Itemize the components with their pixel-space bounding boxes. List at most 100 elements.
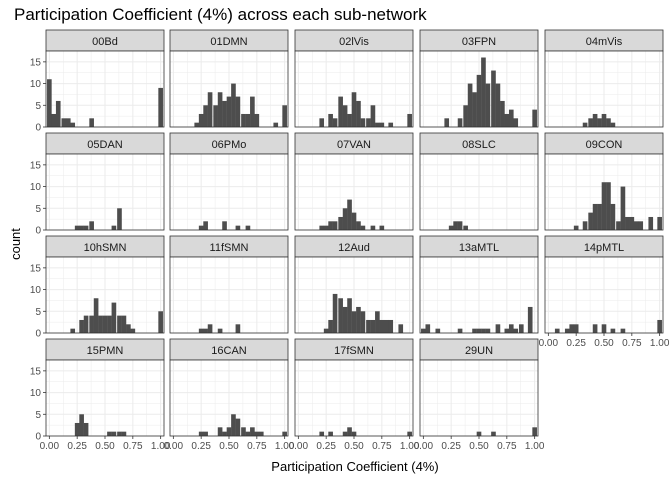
histogram-bar [351,212,357,230]
histogram-bar [338,216,343,230]
histogram-bar [476,328,482,333]
y-tick-label: 5 [35,307,41,318]
histogram-bar [370,319,376,333]
histogram-bar [89,118,94,127]
histogram-bar [444,118,450,127]
panel-border [45,153,165,231]
panel-border [294,50,414,128]
histogram-bar [245,225,251,230]
histogram-bar [226,427,232,436]
histogram-bar [328,431,333,436]
histogram-bar [107,315,112,333]
histogram-bar [338,96,343,127]
histogram-bar [366,118,371,127]
y-tick-label: 5 [35,204,41,215]
histogram-bar [592,324,598,333]
histogram-bar [518,324,524,333]
histogram-bar [61,118,67,127]
histogram-bar [457,118,463,127]
facet-strip-label: 01DMN [210,36,247,48]
facet-panel-16can: 16CAN 0.00 0.25 0.50 0.75 1.00 [164,338,295,452]
histogram-bar [79,414,84,436]
histogram-bar [476,431,482,436]
panel-border [419,256,539,334]
histogram-bar [588,118,593,127]
panel-border [419,153,539,231]
histogram-bar [47,79,52,127]
histogram-bar [79,319,84,333]
histogram-bar [532,427,537,436]
facet-panel-09con: 09CON [544,132,664,231]
y-tick-label: 0 [35,123,41,134]
x-tick-label: 1.00 [525,441,545,452]
histogram-bar [250,427,255,436]
facet-strip-label: 11fSMN [210,242,249,254]
facet-strip-label: 12Aud [338,242,370,254]
histogram-bar [481,57,486,128]
x-tick-label: 0.25 [191,441,211,452]
facet-panel-14pmtl: 14pMTL 0.00 0.25 0.50 0.75 1.00 [539,235,670,349]
histogram-bar [111,431,117,436]
histogram-bar [648,216,654,230]
histogram-bar [111,225,117,230]
histogram-bar [448,225,454,230]
histogram-bar [282,105,287,127]
histogram-bar [258,431,264,436]
histogram-bar [606,182,611,230]
histogram-bar [508,109,514,127]
histogram-bar [117,431,122,436]
histogram-bar [347,298,352,333]
histogram-bar [83,225,89,230]
histogram-bar [356,221,361,230]
x-tick-label: 0.75 [372,441,392,452]
histogram-bar [601,324,607,333]
histogram-bar [203,105,208,127]
histogram-bar [370,105,376,127]
histogram-bar [254,431,260,436]
panel-border [544,50,664,128]
x-tick-label: 0.00 [40,441,60,452]
x-tick-label: 0.50 [469,441,489,452]
histogram-bar [235,225,241,230]
facet-panel-03fpn: 03FPN [419,29,539,128]
histogram-bar [130,328,136,333]
histogram-bar [102,315,108,333]
histogram-bar [121,315,127,333]
histogram-bar [476,74,482,127]
y-tick-label: 15 [30,57,42,68]
panel-border [544,153,664,231]
histogram-bar [117,208,122,230]
histogram-bar [98,315,103,333]
x-tick-label: 0.25 [316,441,336,452]
x-tick-label: 0.75 [123,441,143,452]
histogram-bar [198,225,204,230]
histogram-bar [588,212,593,230]
facet-strip-label: 05DAN [87,139,123,151]
histogram-bar [472,328,477,333]
histogram-bar [375,311,380,333]
histogram-bar [564,328,570,333]
facet-panel-06pmo: 06PMo [169,132,289,231]
facet-strip-label: 17fSMN [334,345,374,357]
histogram-bar [235,96,241,127]
histogram-bar [328,221,333,230]
facet-panel-29un: 29UN 0.00 0.25 0.50 0.75 1.00 [414,338,545,452]
histogram-bar [65,118,71,127]
histogram-bar [582,122,588,127]
x-tick-label: 1.00 [650,338,670,349]
histogram-bar [569,324,575,333]
histogram-bar [74,225,80,230]
histogram-bar [198,431,204,436]
histogram-bar [342,105,348,127]
y-tick-label: 10 [30,285,42,296]
histogram-bar [532,109,537,127]
facet-strip-label: 03FPN [462,36,496,48]
histogram-bar [241,427,246,436]
facet-strip-label: 13aMTL [459,242,499,254]
panel-border [45,256,165,334]
histogram-bar [606,118,611,127]
histogram-bar [370,225,376,230]
panel-border [294,256,414,334]
histogram-bar [421,328,426,333]
